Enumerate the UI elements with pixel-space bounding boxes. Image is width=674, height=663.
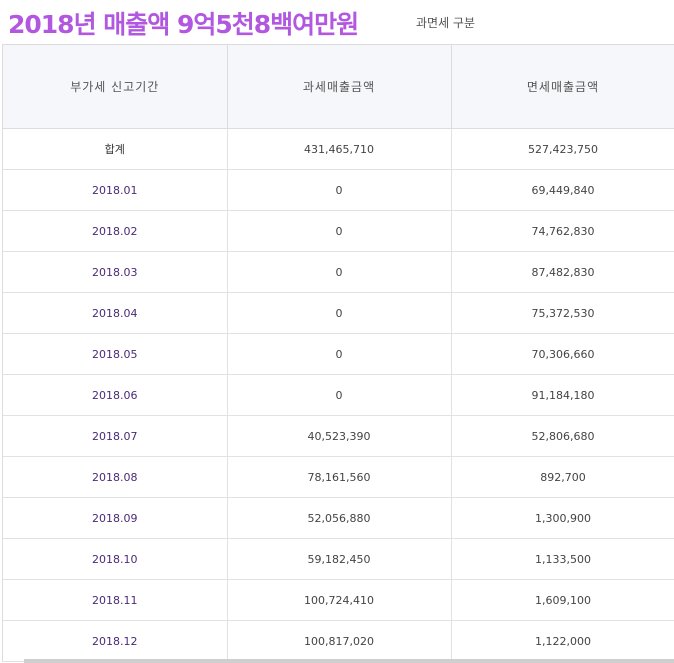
exempt-amount-cell: 70,306,660 bbox=[451, 333, 674, 375]
table-row-total: 합계 431,465,710 527,423,750 bbox=[3, 128, 674, 170]
table-row: 2018.06 0 91,184,180 bbox=[3, 374, 674, 416]
period-cell: 2018.03 bbox=[3, 251, 228, 293]
table-row: 2018.07 40,523,390 52,806,680 bbox=[3, 415, 674, 457]
horizontal-scrollbar[interactable] bbox=[24, 659, 674, 663]
exempt-amount-cell: 1,300,900 bbox=[451, 497, 674, 539]
exempt-amount-cell: 52,806,680 bbox=[451, 415, 674, 457]
taxable-amount-cell: 0 bbox=[227, 169, 452, 211]
taxable-amount-cell: 0 bbox=[227, 210, 452, 252]
taxable-amount-cell: 0 bbox=[227, 251, 452, 293]
column-header-exempt: 면세매출금액 bbox=[451, 45, 674, 129]
period-cell: 2018.04 bbox=[3, 292, 228, 334]
period-cell: 2018.06 bbox=[3, 374, 228, 416]
table-row: 2018.10 59,182,450 1,133,500 bbox=[3, 538, 674, 580]
exempt-amount-cell: 1,133,500 bbox=[451, 538, 674, 580]
table-row: 2018.05 0 70,306,660 bbox=[3, 333, 674, 375]
sales-table-container: 부가세 신고기간 과세매출금액 면세매출금액 합계 431,465,710 527,… bbox=[2, 44, 674, 662]
exempt-amount-cell: 1,122,000 bbox=[451, 620, 674, 662]
taxable-amount-cell: 431,465,710 bbox=[227, 128, 452, 170]
exempt-amount-cell: 75,372,530 bbox=[451, 292, 674, 334]
sales-table: 부가세 신고기간 과세매출금액 면세매출금액 합계 431,465,710 527,… bbox=[3, 45, 674, 662]
period-cell: 2018.10 bbox=[3, 538, 228, 580]
page-title: 2018년 매출액 9억5천8백여만원 bbox=[8, 10, 359, 39]
exempt-amount-cell: 892,700 bbox=[451, 456, 674, 498]
period-cell: 합계 bbox=[3, 128, 228, 170]
exempt-amount-cell: 74,762,830 bbox=[451, 210, 674, 252]
period-cell: 2018.07 bbox=[3, 415, 228, 457]
table-row: 2018.01 0 69,449,840 bbox=[3, 169, 674, 211]
table-row: 2018.11 100,724,410 1,609,100 bbox=[3, 579, 674, 621]
table-row: 2018.12 100,817,020 1,122,000 bbox=[3, 620, 674, 662]
table-row: 2018.09 52,056,880 1,300,900 bbox=[3, 497, 674, 539]
column-header-period: 부가세 신고기간 bbox=[3, 45, 228, 129]
period-cell: 2018.02 bbox=[3, 210, 228, 252]
table-body: 합계 431,465,710 527,423,750 2018.01 0 69,449,8… bbox=[3, 128, 674, 662]
period-cell: 2018.09 bbox=[3, 497, 228, 539]
period-cell: 2018.08 bbox=[3, 456, 228, 498]
table-row: 2018.02 0 74,762,830 bbox=[3, 210, 674, 252]
table-row: 2018.03 0 87,482,830 bbox=[3, 251, 674, 293]
taxable-amount-cell: 0 bbox=[227, 292, 452, 334]
table-row: 2018.04 0 75,372,530 bbox=[3, 292, 674, 334]
table-header-row: 부가세 신고기간 과세매출금액 면세매출금액 bbox=[3, 45, 674, 129]
taxable-amount-cell: 100,724,410 bbox=[227, 579, 452, 621]
exempt-amount-cell: 527,423,750 bbox=[451, 128, 674, 170]
exempt-amount-cell: 1,609,100 bbox=[451, 579, 674, 621]
taxable-amount-cell: 100,817,020 bbox=[227, 620, 452, 662]
column-header-taxable: 과세매출금액 bbox=[227, 45, 452, 129]
category-label: 과면세 구분 bbox=[416, 16, 476, 30]
taxable-amount-cell: 59,182,450 bbox=[227, 538, 452, 580]
period-cell: 2018.11 bbox=[3, 579, 228, 621]
period-cell: 2018.01 bbox=[3, 169, 228, 211]
taxable-amount-cell: 0 bbox=[227, 333, 452, 375]
taxable-amount-cell: 52,056,880 bbox=[227, 497, 452, 539]
taxable-amount-cell: 0 bbox=[227, 374, 452, 416]
exempt-amount-cell: 91,184,180 bbox=[451, 374, 674, 416]
period-cell: 2018.12 bbox=[3, 620, 228, 662]
table-row: 2018.08 78,161,560 892,700 bbox=[3, 456, 674, 498]
top-bar: 2018년 매출액 9억5천8백여만원 과면세 구분 bbox=[0, 0, 674, 44]
taxable-amount-cell: 78,161,560 bbox=[227, 456, 452, 498]
taxable-amount-cell: 40,523,390 bbox=[227, 415, 452, 457]
period-cell: 2018.05 bbox=[3, 333, 228, 375]
exempt-amount-cell: 87,482,830 bbox=[451, 251, 674, 293]
exempt-amount-cell: 69,449,840 bbox=[451, 169, 674, 211]
